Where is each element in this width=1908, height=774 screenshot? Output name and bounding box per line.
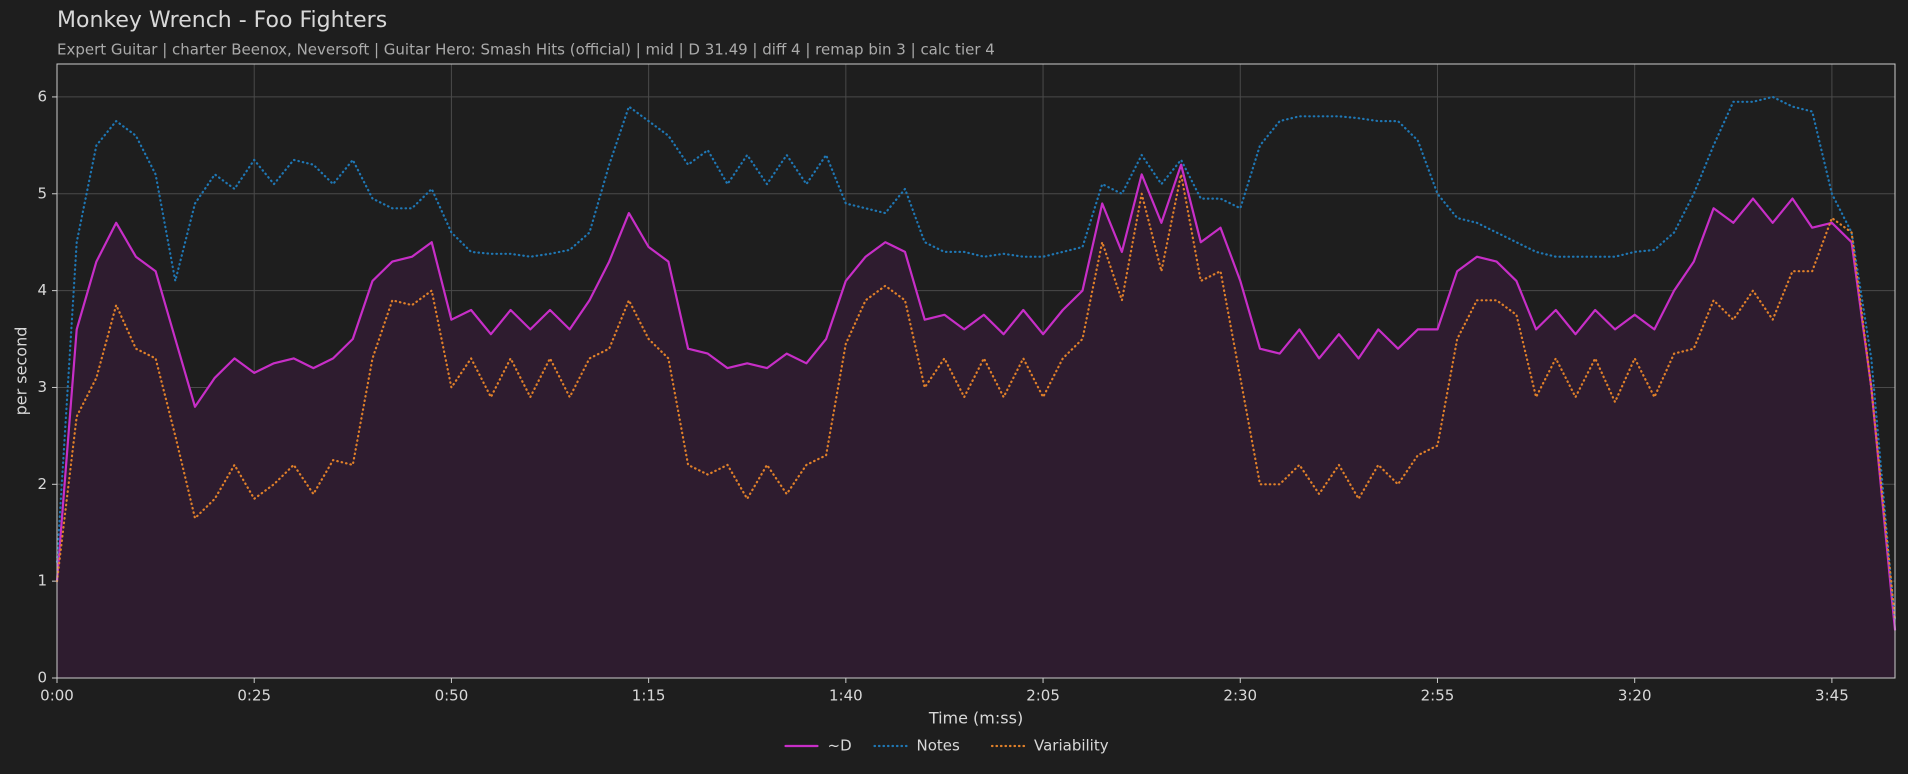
y-tick-label: 2 [37, 475, 47, 493]
y-tick-label: 6 [37, 87, 47, 105]
y-tick-label: 3 [37, 378, 47, 396]
x-tick-label: 0:00 [40, 687, 74, 705]
x-tick-label: 1:40 [829, 687, 863, 705]
series-line [55, 163, 1897, 631]
y-tick-label: 0 [37, 669, 47, 687]
legend-label: ~D [828, 737, 852, 755]
legend-label: Notes [917, 737, 961, 755]
chart-title: Monkey Wrench - Foo Fighters [57, 8, 387, 33]
plot-frame [56, 63, 1896, 679]
series-line [55, 95, 1897, 621]
x-tick-label: 2:30 [1223, 687, 1257, 705]
x-tick-label: 2:55 [1421, 687, 1455, 705]
x-tick-label: 2:05 [1026, 687, 1060, 705]
y-tick-label: 5 [37, 184, 47, 202]
areas [57, 164, 1895, 678]
y-tick-label: 1 [37, 572, 47, 590]
legend-label: Variability [1034, 737, 1109, 755]
x-tick-label: 3:20 [1618, 687, 1652, 705]
x-axis-label: Time (m:ss) [928, 709, 1023, 728]
x-tick-label: 0:25 [237, 687, 271, 705]
x-tick-label: 3:45 [1815, 687, 1849, 705]
y-axis-label: per second [12, 327, 31, 416]
chart-subtitle: Expert Guitar | charter Beenox, Neversof… [57, 41, 995, 59]
lines [55, 95, 1897, 631]
x-tick-label: 0:50 [435, 687, 469, 705]
series-line [55, 173, 1897, 621]
area [57, 164, 1895, 678]
x-tick-label: 1:15 [632, 687, 666, 705]
y-tick-label: 4 [37, 281, 47, 299]
